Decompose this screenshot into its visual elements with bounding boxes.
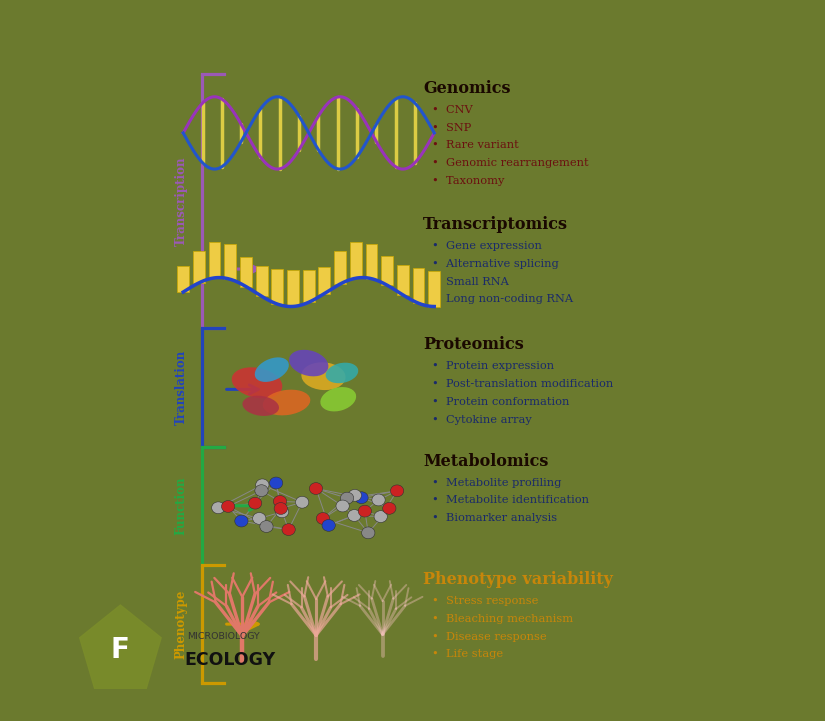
Circle shape xyxy=(252,513,266,524)
Text: •  Alternative splicing: • Alternative splicing xyxy=(432,259,559,269)
Circle shape xyxy=(270,477,283,489)
Bar xyxy=(224,244,236,279)
Text: Proteomics: Proteomics xyxy=(423,336,524,353)
Bar xyxy=(381,256,393,286)
Text: Transcription: Transcription xyxy=(174,156,187,246)
Circle shape xyxy=(341,492,354,504)
Text: •  Disease response: • Disease response xyxy=(432,632,547,642)
Ellipse shape xyxy=(301,363,346,390)
Text: •  Protein conformation: • Protein conformation xyxy=(432,397,569,407)
Bar xyxy=(209,242,220,278)
Circle shape xyxy=(255,485,268,497)
Circle shape xyxy=(358,505,371,517)
Circle shape xyxy=(316,513,329,524)
Ellipse shape xyxy=(255,358,289,382)
Text: •  Life stage: • Life stage xyxy=(432,650,503,660)
Circle shape xyxy=(309,482,323,495)
Text: Genomics: Genomics xyxy=(423,80,511,97)
Bar xyxy=(365,244,377,279)
Text: •  Biomarker analysis: • Biomarker analysis xyxy=(432,513,557,523)
Circle shape xyxy=(260,521,273,533)
Ellipse shape xyxy=(263,389,310,415)
Circle shape xyxy=(248,497,262,509)
Text: Transcriptomics: Transcriptomics xyxy=(423,216,568,233)
Bar xyxy=(412,268,424,304)
Bar xyxy=(287,270,299,306)
Circle shape xyxy=(276,506,289,518)
Ellipse shape xyxy=(320,387,356,412)
Text: •  Stress response: • Stress response xyxy=(432,596,539,606)
Circle shape xyxy=(256,479,269,491)
Text: •  SNP: • SNP xyxy=(432,123,471,133)
Bar xyxy=(177,266,189,292)
Text: ECOLOGY: ECOLOGY xyxy=(185,651,276,669)
Bar xyxy=(271,269,283,304)
Ellipse shape xyxy=(232,367,282,398)
Bar xyxy=(428,270,441,306)
Circle shape xyxy=(374,510,388,523)
Text: •  Post-translation modification: • Post-translation modification xyxy=(432,379,613,389)
Text: •  Rare variant: • Rare variant xyxy=(432,141,519,151)
Text: MICROBIOLOGY: MICROBIOLOGY xyxy=(187,632,260,641)
Bar xyxy=(193,250,205,283)
Text: •  Gene expression: • Gene expression xyxy=(432,241,542,251)
Text: •  Cytokine array: • Cytokine array xyxy=(432,415,532,425)
Text: •  Genomic rearrangement: • Genomic rearrangement xyxy=(432,158,589,168)
Text: •  Taxonomy: • Taxonomy xyxy=(432,176,504,186)
Ellipse shape xyxy=(243,396,279,416)
Circle shape xyxy=(355,492,368,503)
Circle shape xyxy=(212,502,225,513)
Bar xyxy=(397,265,408,295)
Bar xyxy=(318,267,330,293)
Text: Phenotype: Phenotype xyxy=(174,590,187,659)
Circle shape xyxy=(348,490,361,501)
Bar xyxy=(256,266,267,296)
Text: Function: Function xyxy=(174,477,187,535)
Circle shape xyxy=(295,496,309,508)
Bar xyxy=(303,270,314,302)
Polygon shape xyxy=(80,605,161,691)
Bar xyxy=(350,242,361,278)
Circle shape xyxy=(361,527,375,539)
Circle shape xyxy=(336,500,349,512)
Text: •  Long non-coding RNA: • Long non-coding RNA xyxy=(432,294,573,304)
Circle shape xyxy=(322,519,335,531)
Text: •  Protein expression: • Protein expression xyxy=(432,361,554,371)
Text: •  Metabolite profiling: • Metabolite profiling xyxy=(432,478,561,487)
Circle shape xyxy=(282,523,295,536)
Circle shape xyxy=(274,503,287,514)
Text: •  Bleaching mechanism: • Bleaching mechanism xyxy=(432,614,573,624)
Ellipse shape xyxy=(289,350,328,376)
Text: Metabolomics: Metabolomics xyxy=(423,453,549,469)
Circle shape xyxy=(372,494,385,506)
Text: •  Metabolite identification: • Metabolite identification xyxy=(432,495,589,505)
Circle shape xyxy=(383,503,396,514)
Circle shape xyxy=(221,500,235,513)
Text: F: F xyxy=(111,637,130,665)
Circle shape xyxy=(390,485,403,497)
Ellipse shape xyxy=(326,363,358,383)
Circle shape xyxy=(273,495,286,508)
Text: •  CNV: • CNV xyxy=(432,105,473,115)
Text: Translation: Translation xyxy=(174,350,187,425)
Circle shape xyxy=(235,515,248,527)
Text: •  Small RNA: • Small RNA xyxy=(432,277,509,286)
Bar xyxy=(240,257,252,287)
Circle shape xyxy=(347,510,361,521)
Bar xyxy=(334,251,346,284)
Text: Phenotype variability: Phenotype variability xyxy=(423,571,613,588)
